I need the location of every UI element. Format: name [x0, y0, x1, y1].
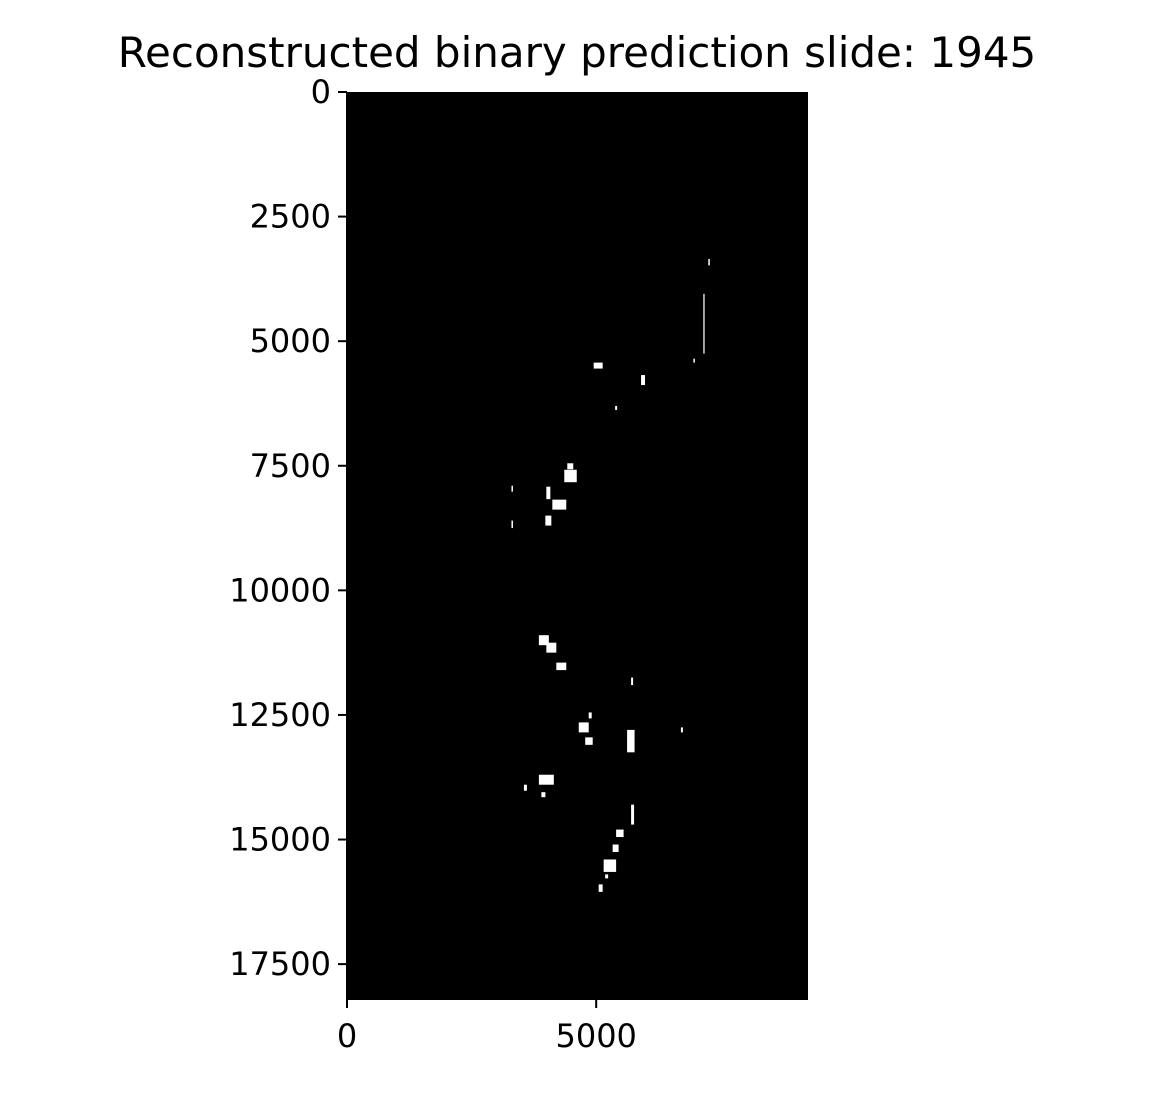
positive-region-8: [552, 499, 567, 510]
y-tick-label-5: 12500: [229, 696, 331, 734]
x-tick-label-1: 5000: [555, 1017, 636, 1055]
y-tick-label-7: 17500: [229, 945, 331, 983]
positive-region-15: [556, 662, 567, 671]
positive-region-5: [615, 405, 618, 410]
positive-region-23: [523, 784, 527, 791]
positive-region-1: [641, 375, 646, 386]
positive-region-0: [593, 362, 603, 369]
positive-region-2: [708, 258, 710, 266]
x-tick-label-0: 0: [337, 1017, 357, 1055]
positive-region-3: [703, 293, 705, 354]
positive-region-4: [693, 358, 695, 363]
y-tick-label-2: 5000: [250, 322, 331, 360]
positive-region-28: [603, 859, 617, 872]
positive-region-20: [631, 677, 634, 686]
positive-region-13: [538, 635, 549, 646]
positive-region-25: [631, 804, 635, 825]
positive-region-19: [627, 729, 635, 753]
positive-region-17: [588, 712, 592, 719]
positive-region-7: [564, 469, 577, 483]
positive-region-16: [578, 722, 589, 733]
y-tick-label-1: 2500: [250, 198, 331, 236]
positive-region-10: [545, 515, 552, 526]
positive-regions: [511, 258, 710, 892]
positive-region-26: [616, 829, 624, 838]
y-tick-label-6: 15000: [229, 821, 331, 859]
positive-region-9: [546, 486, 551, 500]
y-tick-label-3: 7500: [250, 447, 331, 485]
positive-region-14: [546, 642, 557, 653]
positive-region-29: [598, 884, 603, 892]
chart-title: Reconstructed binary prediction slide: 1…: [118, 28, 1037, 77]
positive-region-12: [511, 520, 513, 529]
y-tick-label-4: 10000: [229, 571, 331, 609]
positive-region-30: [605, 874, 609, 879]
positive-region-21: [680, 727, 683, 733]
positive-region-18: [585, 737, 593, 745]
positive-region-11: [511, 485, 513, 492]
positive-region-22: [538, 774, 554, 785]
positive-region-27: [612, 844, 619, 852]
positive-region-6: [567, 463, 574, 470]
plot-area: [347, 92, 808, 999]
positive-region-24: [541, 792, 546, 798]
y-tick-label-0: 0: [311, 73, 331, 111]
